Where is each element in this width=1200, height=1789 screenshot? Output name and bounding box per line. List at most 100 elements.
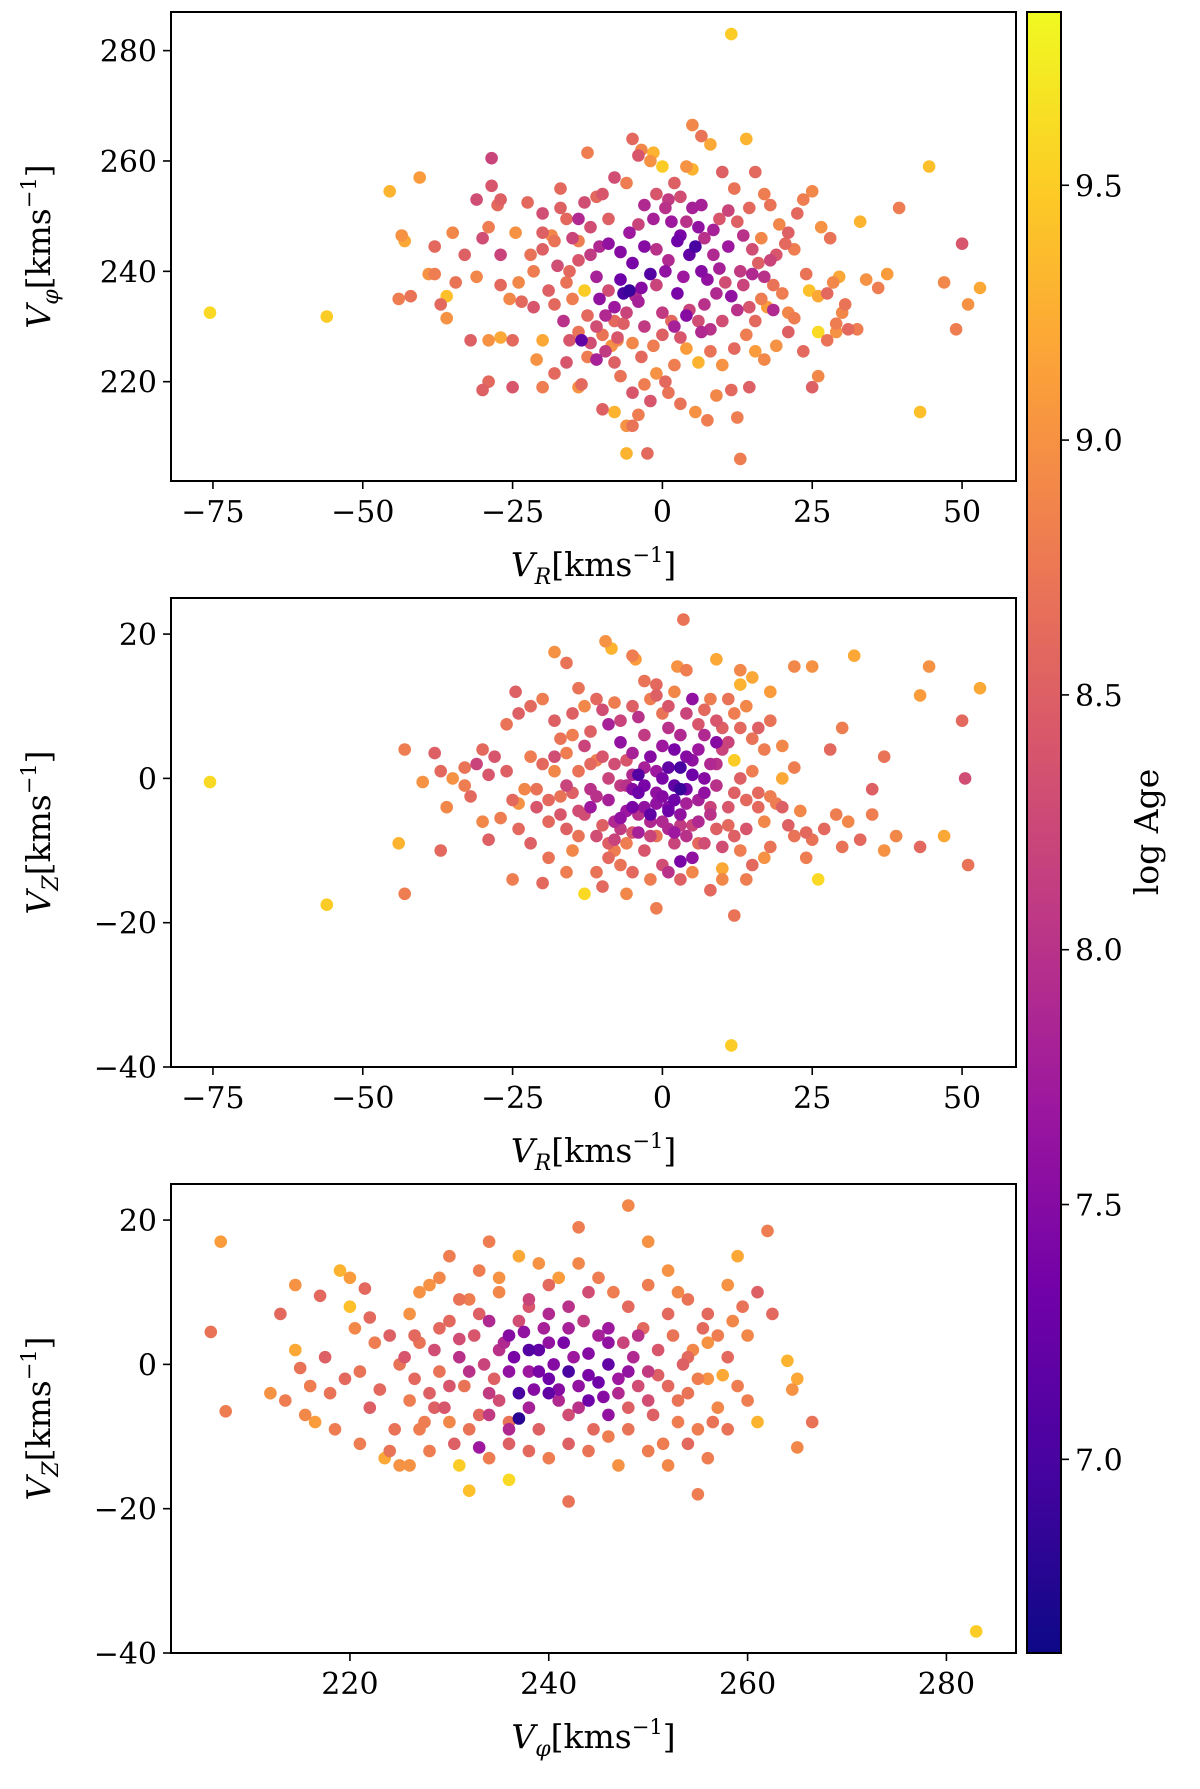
scatter-point: [482, 1451, 496, 1465]
scatter-point: [542, 851, 555, 865]
scatter-point: [835, 721, 849, 735]
x-axis-label: VR[kms−1]: [511, 543, 676, 590]
scatter-point: [662, 699, 675, 713]
scatter-point: [482, 1386, 496, 1400]
scatter-point: [805, 1415, 819, 1429]
scatter-point: [482, 334, 495, 347]
scatter-point: [554, 790, 567, 803]
scatter-point: [536, 692, 549, 706]
scatter-point: [913, 689, 927, 702]
x-tick-label: −25: [481, 1081, 544, 1116]
scatter-point: [620, 887, 633, 901]
scatter-point: [596, 187, 609, 201]
scatter-point: [560, 822, 573, 836]
scatter-point: [363, 1311, 377, 1324]
scatter-point: [631, 1379, 645, 1393]
y-axis-label-unit: [kms: [19, 208, 58, 289]
scatter-point: [922, 660, 936, 673]
y-axis-label-sup: −1: [17, 1349, 41, 1380]
scatter-point: [661, 1307, 675, 1321]
scatter-point: [358, 1282, 372, 1295]
scatter-point: [328, 1423, 342, 1436]
scatter-point: [626, 256, 639, 270]
scatter-point: [841, 815, 855, 828]
scatter-point: [482, 1314, 496, 1328]
x-axis-label-sup: −1: [632, 1715, 663, 1739]
y-tick-label: 0: [138, 1348, 157, 1383]
scatter-point: [644, 750, 657, 763]
scatter-point: [859, 273, 873, 286]
scatter-point: [482, 768, 495, 782]
scatter-point: [662, 761, 675, 774]
scatter-point: [791, 1372, 804, 1386]
scatter-point: [737, 229, 750, 242]
scatter-point: [482, 833, 495, 846]
scatter-point: [676, 1358, 690, 1371]
scatter-point: [799, 267, 813, 281]
scatter-point: [403, 1307, 416, 1321]
scatter-point: [464, 790, 477, 803]
scatter-point: [811, 325, 825, 339]
scatter-point: [734, 678, 747, 691]
scatter-point: [704, 692, 717, 706]
y-tick-label: −40: [94, 1051, 157, 1086]
scatter-point: [482, 1235, 496, 1248]
scatter-point: [710, 736, 723, 749]
scatter-point: [578, 887, 591, 901]
scatter-point: [641, 1444, 655, 1458]
scatter-point: [408, 1372, 421, 1386]
scatter-point: [388, 1423, 402, 1436]
colorbar-tick-label: 7.0: [1075, 1443, 1123, 1478]
scatter-point: [626, 386, 639, 400]
scatter-point: [562, 1365, 575, 1378]
scatter-point: [758, 353, 771, 366]
scatter-point: [728, 754, 741, 767]
scatter-point: [788, 311, 801, 325]
scatter-point: [805, 380, 819, 394]
scatter-point: [298, 1408, 312, 1422]
scatter-point: [631, 1329, 645, 1342]
x-axis-label-unit: [kms: [551, 1131, 632, 1170]
scatter-point: [492, 1285, 506, 1299]
scatter-point: [820, 334, 834, 347]
scatter-point: [599, 309, 612, 322]
scatter-point: [671, 1394, 685, 1407]
scatter-point: [500, 764, 513, 778]
scatter-point: [728, 182, 741, 195]
scatter-point: [835, 840, 849, 854]
scatter-point: [880, 267, 894, 281]
scatter-point: [644, 394, 657, 408]
scatter-point: [503, 292, 516, 306]
scatter-point: [764, 714, 777, 727]
scatter-point: [494, 331, 507, 344]
scatter-point: [472, 1307, 486, 1321]
scatter-point: [811, 369, 825, 383]
scatter-point: [766, 1307, 779, 1321]
scatter-point: [716, 165, 729, 179]
scatter-point: [590, 353, 603, 366]
scatter-point: [656, 772, 669, 785]
scatter-point: [502, 1365, 516, 1378]
plot-frame: [170, 11, 1017, 482]
scatter-point: [662, 721, 675, 735]
scatter-point: [746, 732, 759, 745]
scatter-point: [602, 237, 615, 250]
scatter-point: [761, 1224, 774, 1238]
y-axis-label-unit: [kms: [19, 1380, 58, 1461]
scatter-point: [692, 815, 705, 828]
scatter-point: [562, 1437, 575, 1451]
scatter-point: [671, 1285, 685, 1299]
scatter-point: [551, 259, 564, 273]
scatter-point: [973, 281, 987, 295]
scatter-point: [566, 728, 579, 742]
scatter-point: [536, 757, 549, 771]
scatter-point: [743, 380, 756, 394]
scatter-point: [512, 1412, 526, 1425]
scatter-point: [650, 187, 663, 201]
scatter-point: [662, 253, 675, 267]
scatter-point: [620, 837, 633, 850]
scatter-point: [308, 1415, 322, 1429]
scatter-point: [443, 1249, 456, 1263]
scatter-point: [731, 411, 744, 424]
scatter-point: [590, 790, 603, 803]
